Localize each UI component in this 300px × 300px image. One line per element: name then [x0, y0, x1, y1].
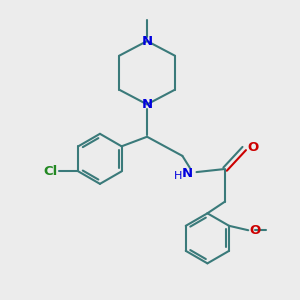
Text: H: H — [174, 171, 182, 181]
Text: N: N — [142, 98, 153, 111]
Text: O: O — [247, 141, 258, 154]
Text: Cl: Cl — [44, 165, 58, 178]
Text: O: O — [250, 224, 261, 237]
Text: N: N — [142, 34, 153, 48]
Text: N: N — [182, 167, 193, 180]
